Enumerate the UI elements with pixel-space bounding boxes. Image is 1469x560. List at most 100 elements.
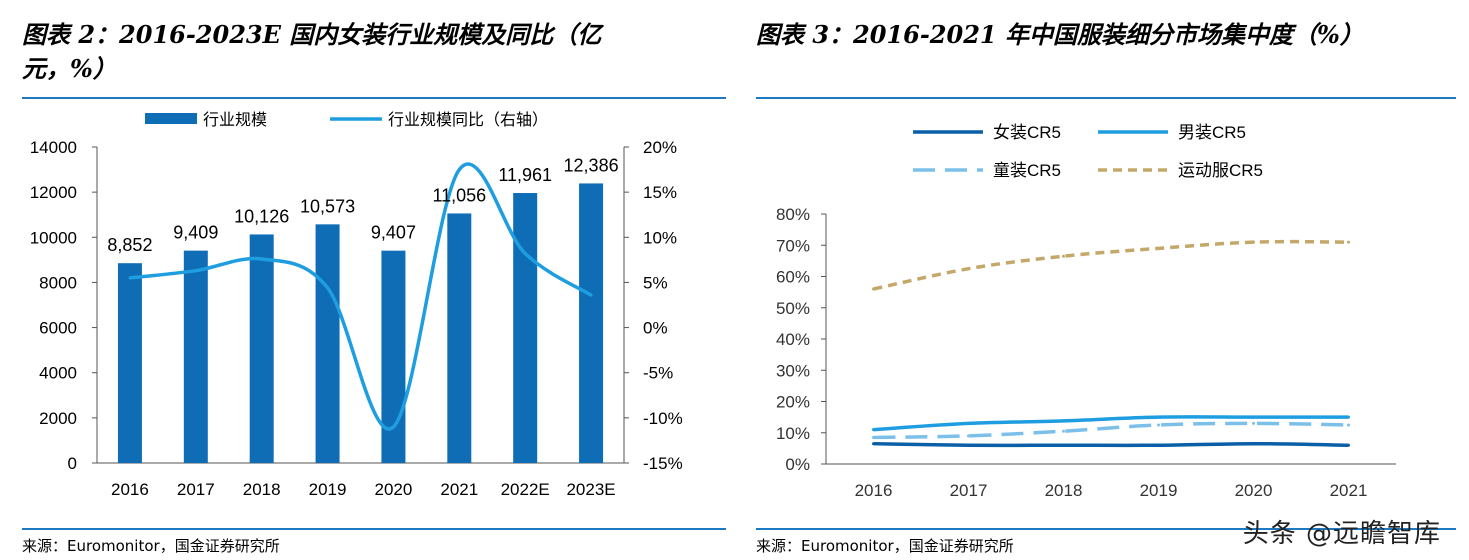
right-y-tick-label: 20% [643,138,677,157]
x-tick-label: 2018 [243,480,281,499]
concentration-line-chart: 女装CR5 男装CR5 童装CR5 运动服CR5 0% 10% 20% 30% 40% 50% 60… [776,123,1396,500]
legend-label-运动服CR5: 运动服CR5 [1178,161,1263,180]
series-point-女装CR5-2018 [1062,443,1065,447]
bar-2020 [381,250,406,463]
series-line-运动服CR5 [873,239,1349,291]
y-tick-label: 0% [785,455,810,474]
right-y-tick-label: 10% [643,228,677,247]
x-tick-label: 2020 [375,480,413,499]
y-tick-label: 70% [776,236,810,255]
series-point-运动服CR5-2017 [967,267,970,271]
series-point-女装CR5-2016 [872,442,875,446]
series-point-女装CR5-2020 [1252,442,1255,446]
bar-2017 [183,250,208,463]
x-tick-label: 2019 [309,480,347,499]
series-point-童装CR5-2018 [1062,429,1065,433]
legend-label-童装CR5: 童装CR5 [993,161,1061,180]
y-tick-label: 40% [776,330,810,349]
series-point-男装CR5-2017 [967,421,970,425]
right-title-rule [756,97,1456,99]
right-y-tick-label: 15% [643,183,677,202]
bar-2021 [447,213,472,463]
bar-2022E [513,193,538,463]
series-point-女装CR5-2019 [1157,443,1160,447]
series-point-运动服CR5-2021 [1347,240,1350,244]
x-tick-label: 2016 [111,480,149,499]
series-point-童装CR5-2019 [1157,423,1160,427]
yoy-point-2022E [523,252,527,256]
legend-label-女装CR5: 女装CR5 [993,123,1061,142]
left-chart-title-line2: 元，%） [22,54,117,83]
left-y-tick-label: 8000 [39,273,77,292]
bar-value-label: 8,852 [107,235,152,255]
left-chart-title-line1: 图表 2：2016-2023E 国内女装行业规模及同比（亿 [22,20,602,49]
yoy-point-2020 [391,425,395,429]
right-y-tick-label: 5% [643,273,668,292]
left-y-tick-label: 4000 [39,364,77,383]
bar-value-label: 10,573 [300,196,355,216]
watermark: 头条 @远瞻智库 [1242,519,1441,549]
right-y-tick-label: -15% [643,454,683,473]
series-point-男装CR5-2019 [1157,415,1160,419]
x-tick-label: 2017 [950,481,988,500]
left-title-rule [22,97,726,99]
left-y-tick-label: 10000 [30,228,77,247]
bar-value-label: 11,961 [498,165,552,185]
series-line-童装CR5 [873,421,1349,440]
series-point-男装CR5-2016 [872,428,875,432]
bar-2016 [117,263,142,463]
series-line-女装CR5 [873,441,1349,448]
series-point-男装CR5-2020 [1252,415,1255,419]
legend-swatch-bar [145,113,197,124]
yoy-point-2016 [128,276,132,280]
left-y-tick-label: 12000 [30,183,77,202]
y-tick-label: 80% [776,205,810,224]
right-source-rule [756,528,1456,530]
y-tick-label: 60% [776,268,810,287]
series-line-男装CR5 [873,415,1349,432]
right-source: 来源：Euromonitor，国金证券研究所 [756,537,1014,555]
x-tick-label: 2021 [1330,481,1368,500]
legend-label-line: 行业规模同比（右轴） [388,111,548,129]
x-tick-label: 2023E [566,480,615,499]
series-point-运动服CR5-2019 [1157,246,1160,250]
x-tick-label: 2021 [440,480,478,499]
series-point-童装CR5-2016 [872,435,875,439]
x-tick-label: 2018 [1045,481,1083,500]
series-point-女装CR5-2021 [1347,443,1350,447]
bar-value-label: 11,056 [432,185,486,205]
yoy-point-2019 [326,286,330,290]
series-point-男装CR5-2018 [1062,419,1065,423]
series-point-童装CR5-2021 [1347,423,1350,427]
left-source-rule [22,528,726,530]
yoy-point-2021 [457,168,461,172]
yoy-point-2017 [194,269,198,273]
series-point-男装CR5-2021 [1347,415,1350,419]
bar-value-label: 9,409 [173,223,218,243]
left-y-tick-label: 0 [68,454,77,473]
y-tick-label: 20% [776,393,810,412]
x-tick-label: 2022E [501,480,550,499]
x-tick-label: 2016 [855,481,893,500]
right-panel: 图表 3：2016-2021 年中国服装细分市场集中度（%） 女装CR5 男装CR… [748,0,1469,560]
series-point-运动服CR5-2016 [872,287,875,291]
series-point-女装CR5-2017 [967,443,970,447]
yoy-point-2023E [589,293,593,297]
left-source: 来源：Euromonitor，国金证券研究所 [22,537,280,555]
left-y-tick-label: 2000 [39,409,77,428]
y-tick-label: 50% [776,299,810,318]
bar-value-label: 9,407 [371,223,416,243]
x-tick-label: 2017 [177,480,215,499]
series-point-童装CR5-2017 [967,434,970,438]
revenue-combo-chart: 行业规模 行业规模同比（右轴） 0 2000 4000 6000 8000 10000 1200… [30,111,683,499]
bar-2023E [579,183,604,463]
right-chart-title: 图表 3：2016-2021 年中国服装细分市场集中度（%） [756,20,1364,49]
series-point-运动服CR5-2018 [1062,254,1065,258]
left-y-tick-label: 14000 [30,138,77,157]
right-y-tick-label: -5% [643,364,673,383]
x-tick-label: 2020 [1235,481,1273,500]
legend-label-男装CR5: 男装CR5 [1178,123,1246,142]
left-panel: 图表 2：2016-2023E 国内女装行业规模及同比（亿 元，%） 行业规模 行… [22,20,726,555]
legend-label-bar: 行业规模 [203,111,267,129]
yoy-line [129,162,592,431]
